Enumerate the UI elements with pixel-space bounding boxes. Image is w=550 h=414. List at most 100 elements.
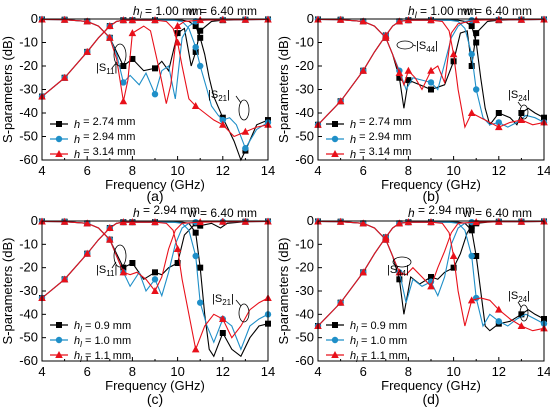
y-tick-label: -60 [295, 353, 314, 368]
x-tick-label: 6 [360, 364, 367, 379]
data-point [495, 119, 502, 126]
y-tick-label: -60 [295, 152, 314, 167]
legend-entry: hl = 1.1 mm [326, 350, 407, 364]
annotation-h-value: hl = 1.00 mm [133, 4, 202, 20]
data-point [120, 63, 127, 69]
series-line [317, 19, 545, 129]
data-point [382, 235, 390, 243]
data-point [468, 252, 475, 260]
data-point [518, 311, 525, 318]
x-axis-label: Frequency (GHz) [105, 378, 205, 393]
data-point [473, 86, 480, 93]
annotation-leader [235, 299, 242, 307]
annotation-transmission: |S24| [508, 290, 530, 304]
y-axis-label: S-parameters (dB) [276, 36, 291, 143]
annotation-w-value: w = 6.40 mm [462, 206, 532, 220]
x-tick-label: 10 [446, 364, 460, 379]
y-tick-label: -30 [19, 283, 38, 298]
data-point [192, 252, 199, 260]
data-point [395, 17, 404, 25]
data-point [219, 330, 226, 336]
data-point [152, 269, 158, 276]
annotation-leader [517, 101, 522, 107]
legend-label: hl = 0.9 mm [350, 320, 407, 334]
data-point [60, 275, 69, 283]
legend-label: h = 2.94 mm [74, 131, 135, 146]
panel-b: 4 6 8 10 12 14 0 -10 -20 -30 -40 -50 -60 S-parameter… [276, 4, 550, 204]
legend-entry: h = 3.14 mm [50, 146, 135, 161]
axis-layer: 4 6 8 10 12 14 0 -10 -20 -30 -40 -50 -60 [19, 213, 275, 379]
data-point [404, 16, 413, 24]
data-point [468, 63, 475, 69]
x-tick-label: 8 [129, 163, 136, 178]
y-tick-label: 0 [31, 213, 38, 228]
legend-label: hl = 0.9 mm [74, 320, 131, 334]
data-point [517, 116, 526, 124]
data-point [428, 274, 434, 280]
legend-entry: hl = 0.9 mm [326, 320, 407, 334]
data-point [518, 110, 525, 116]
y-tick-label: 0 [307, 11, 314, 26]
x-tick-label: 12 [492, 163, 506, 178]
data-point [472, 16, 480, 24]
data-point [468, 227, 475, 234]
data-point [395, 69, 404, 77]
annotation-w-value: w = 6.40 mm [462, 4, 532, 18]
data-point [331, 135, 339, 143]
data-point [151, 218, 159, 226]
data-point [219, 315, 227, 322]
y-tick-label: -20 [19, 58, 38, 73]
plot-frame [41, 18, 269, 161]
data-point [129, 260, 136, 266]
legend-label: hl = 1.1 mm [74, 350, 131, 364]
data-point [197, 62, 204, 70]
annotation-ellipse [238, 303, 250, 323]
data-point [120, 264, 127, 271]
data-point [331, 351, 339, 358]
x-axis-label: Frequency (GHz) [381, 177, 481, 192]
data-point [219, 120, 227, 128]
y-tick-label: -50 [295, 129, 314, 144]
data-point [83, 17, 91, 25]
annotation-ellipse [519, 304, 529, 322]
y-tick-label: -40 [295, 306, 314, 321]
x-tick-label: 14 [261, 364, 275, 379]
data-point [359, 66, 367, 74]
series-line [41, 18, 269, 104]
y-tick-label: -20 [19, 260, 38, 275]
data-point [473, 30, 480, 37]
data-point [449, 50, 458, 58]
annotation-ellipse [113, 43, 127, 67]
legend-entry: h = 2.94 mm [50, 131, 135, 146]
data-point [517, 322, 526, 329]
x-tick-label: 6 [84, 364, 91, 379]
data-point [174, 260, 181, 266]
annotation-ellipse [238, 99, 250, 121]
data-point [192, 48, 199, 55]
data-point [55, 135, 63, 143]
data-point [396, 276, 403, 283]
data-point [359, 17, 367, 25]
x-axis-label: Frequency (GHz) [105, 177, 205, 192]
data-point [404, 66, 413, 74]
data-point [197, 299, 204, 306]
legend-entry: h = 2.94 mm [326, 131, 411, 146]
data-point [332, 121, 338, 127]
y-tick-label: -30 [19, 82, 38, 97]
data-point [495, 110, 502, 116]
data-point [191, 101, 200, 109]
data-point [332, 322, 338, 328]
legend-label: h = 2.94 mm [350, 131, 411, 146]
legend: hl = 0.9 mm hl = 1.0 mm hl = 1.1 mm [326, 320, 407, 364]
y-tick-label: -50 [295, 330, 314, 345]
data-point [128, 29, 137, 37]
data-point [404, 218, 413, 226]
data-point [173, 22, 182, 30]
annotation-leader [235, 95, 242, 104]
data-point [241, 127, 250, 135]
data-point [55, 351, 63, 358]
legend-entry: hl = 0.9 mm [50, 320, 131, 334]
data-point [336, 298, 345, 306]
data-point [450, 58, 457, 65]
